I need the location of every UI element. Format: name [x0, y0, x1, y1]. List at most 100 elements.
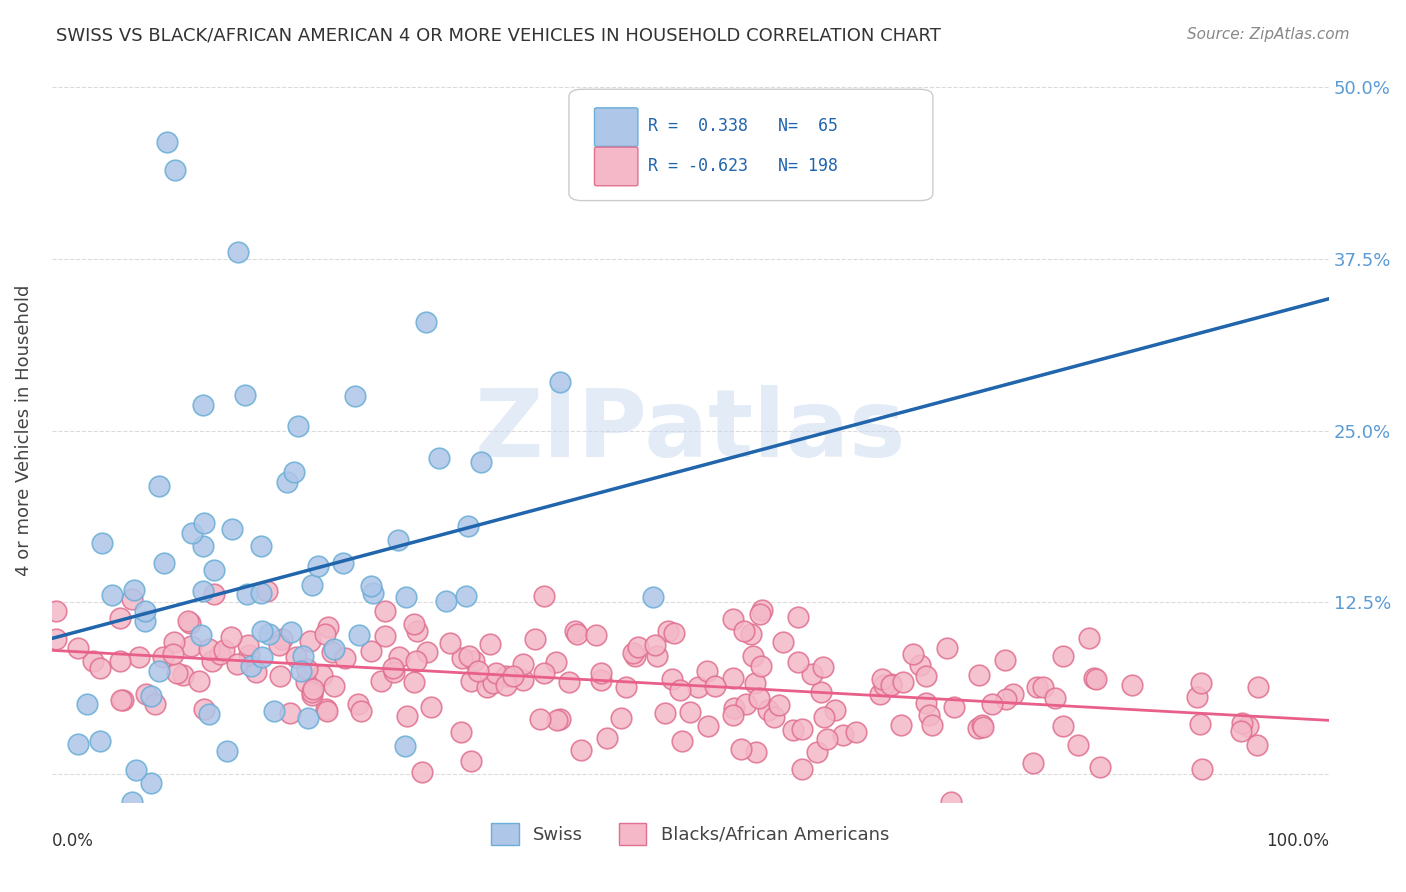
Point — [148, 479, 170, 493]
Point — [921, 717, 943, 731]
Point — [730, 742, 752, 756]
Point — [1026, 680, 1049, 694]
Point — [546, 656, 568, 670]
Point — [238, 648, 260, 662]
FancyBboxPatch shape — [595, 147, 638, 186]
Point — [942, 699, 965, 714]
Point — [276, 475, 298, 489]
Point — [782, 723, 804, 738]
Point — [457, 648, 479, 663]
Point — [257, 627, 280, 641]
Point — [749, 659, 772, 673]
Point — [1078, 632, 1101, 646]
Point — [495, 678, 517, 692]
Point — [744, 676, 766, 690]
Point — [163, 635, 186, 649]
Point — [405, 654, 427, 668]
Point — [869, 687, 891, 701]
Point — [1185, 690, 1208, 705]
Point — [212, 642, 235, 657]
Point — [772, 635, 794, 649]
Point — [661, 672, 683, 686]
Point — [748, 607, 770, 621]
Point — [381, 661, 404, 675]
Point — [322, 641, 344, 656]
Point — [703, 679, 725, 693]
Point — [596, 731, 619, 745]
Text: SWISS VS BLACK/AFRICAN AMERICAN 4 OR MORE VEHICLES IN HOUSEHOLD CORRELATION CHAR: SWISS VS BLACK/AFRICAN AMERICAN 4 OR MOR… — [56, 27, 941, 45]
Point — [108, 654, 131, 668]
Point — [297, 711, 319, 725]
Point — [302, 681, 325, 696]
Point — [533, 666, 555, 681]
Point — [193, 399, 215, 413]
Point — [219, 630, 242, 644]
Point — [134, 615, 156, 629]
Point — [610, 711, 633, 725]
Point — [688, 681, 710, 695]
Point — [45, 603, 67, 617]
Point — [238, 638, 260, 652]
Point — [524, 632, 547, 647]
Point — [382, 665, 405, 679]
Point — [301, 685, 323, 699]
Point — [735, 697, 758, 711]
Point — [1052, 719, 1074, 733]
Point — [263, 704, 285, 718]
Point — [419, 700, 441, 714]
Point — [387, 533, 409, 548]
Point — [240, 659, 263, 673]
Point — [456, 589, 478, 603]
Point — [512, 657, 534, 671]
Point — [457, 519, 479, 533]
Point — [200, 654, 222, 668]
Point — [198, 706, 221, 721]
Point — [502, 669, 524, 683]
Point — [467, 665, 489, 679]
Point — [614, 680, 637, 694]
Point — [135, 687, 157, 701]
Point — [671, 734, 693, 748]
Legend: Swiss, Blacks/African Americans: Swiss, Blacks/African Americans — [484, 815, 896, 852]
Point — [215, 744, 238, 758]
Point — [90, 536, 112, 550]
Point — [152, 649, 174, 664]
Point — [1090, 760, 1112, 774]
Point — [1002, 687, 1025, 701]
Point — [270, 632, 292, 647]
Text: ZIPatlas: ZIPatlas — [475, 384, 905, 476]
Point — [163, 162, 186, 177]
Point — [299, 633, 322, 648]
Point — [121, 795, 143, 809]
Point — [394, 739, 416, 753]
Point — [347, 697, 370, 711]
Point — [980, 698, 1002, 712]
Point — [644, 639, 666, 653]
Point — [824, 703, 846, 717]
Point — [292, 648, 315, 663]
Point — [278, 706, 301, 720]
Point — [810, 685, 832, 699]
Point — [529, 712, 551, 726]
Text: 100.0%: 100.0% — [1265, 832, 1329, 850]
Point — [221, 522, 243, 536]
Point — [1189, 716, 1212, 731]
Point — [315, 704, 337, 718]
Point — [451, 650, 474, 665]
Point — [191, 584, 214, 599]
Point — [872, 672, 894, 686]
Point — [756, 702, 779, 716]
Point — [591, 673, 613, 688]
Point — [347, 628, 370, 642]
Point — [643, 591, 665, 605]
Point — [994, 692, 1017, 706]
Point — [121, 591, 143, 606]
Point — [696, 718, 718, 732]
Point — [290, 665, 312, 679]
Point — [190, 628, 212, 642]
Point — [295, 662, 318, 676]
Point — [250, 586, 273, 600]
Point — [1085, 672, 1108, 686]
Point — [252, 649, 274, 664]
Point — [787, 610, 810, 624]
